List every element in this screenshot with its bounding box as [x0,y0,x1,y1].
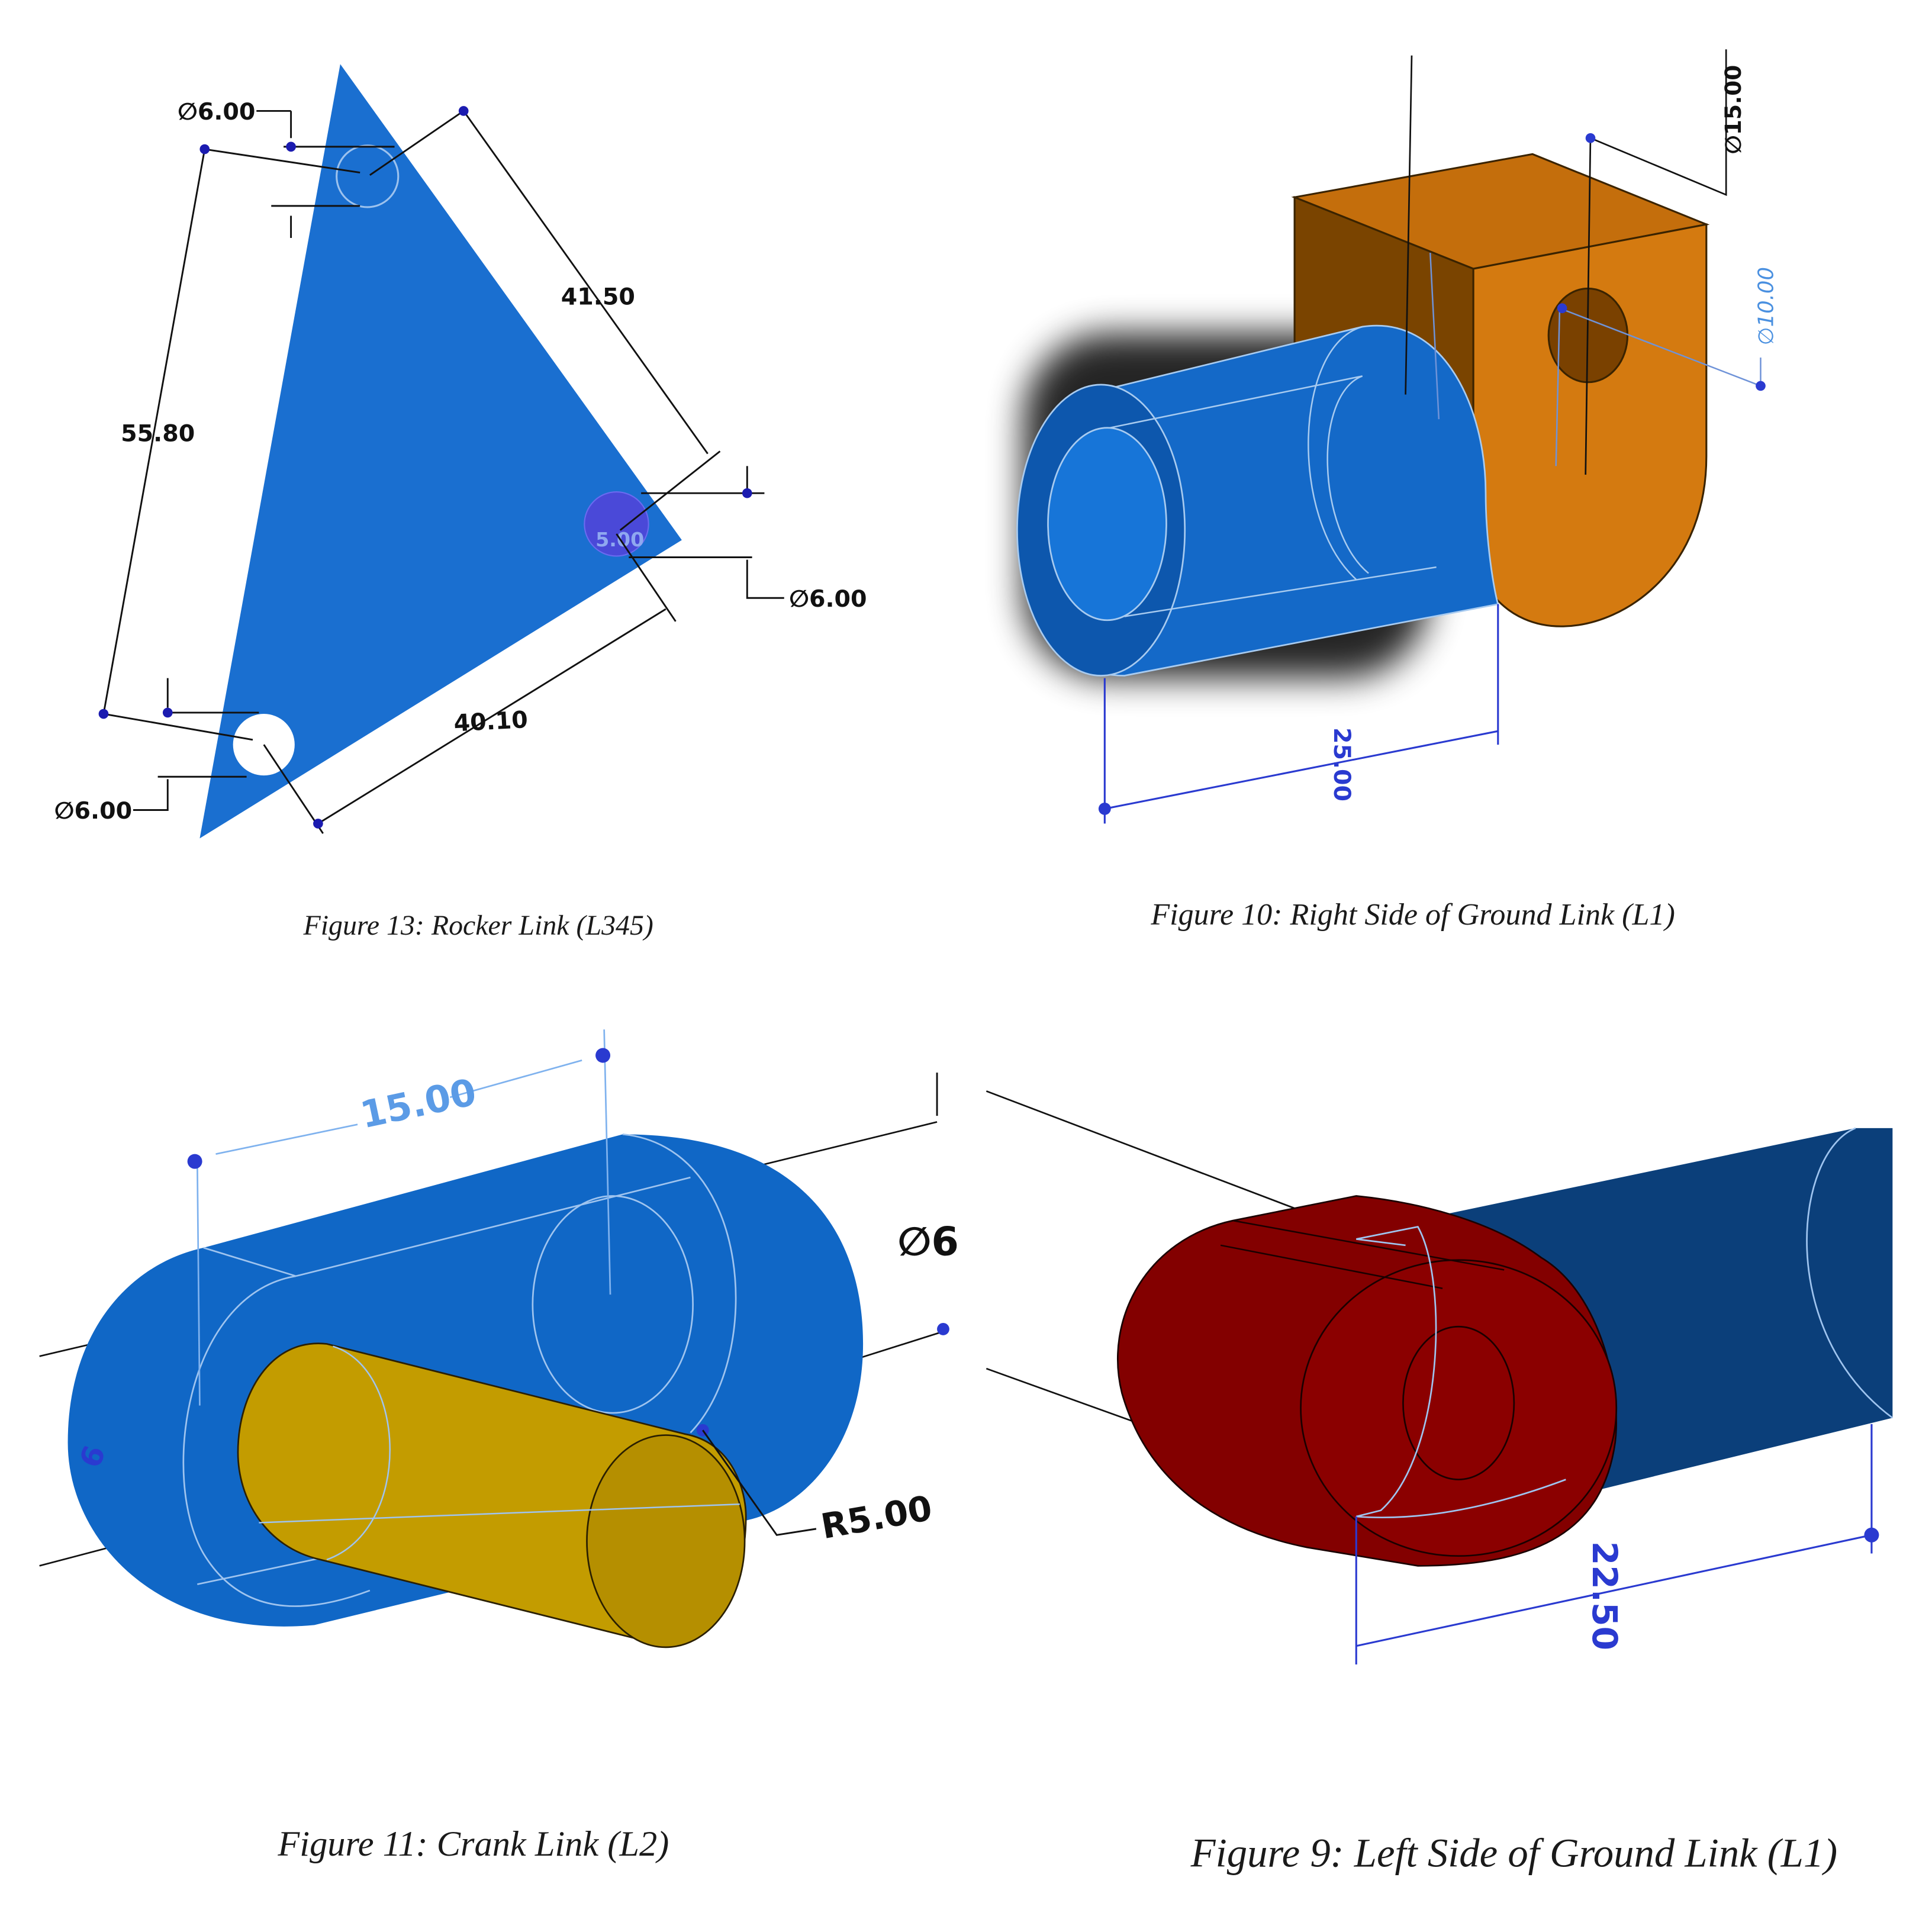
ground-left-cylinder-edge [1806,1127,1894,1419]
rocker-dim-side-right: 41.50 [561,283,635,310]
rocker-dim-dot [98,709,109,719]
rocker-dim-hole-top: ∅6.00 [178,98,256,125]
ground-left-block-face [1300,1259,1618,1557]
rocker-hole-right [584,491,649,557]
ground-right-dim-length: 25.00 [1328,727,1355,801]
ground-left-dim-length: 22.50 [1585,1541,1625,1650]
ground-right-dim-dot [1756,381,1766,391]
figure-13-caption: Figure 13: Rocker Link (L345) [302,910,653,941]
ground-right-dim-diameter-hole: ∅10.00 [1754,267,1778,345]
rocker-hole-top [336,144,400,208]
ground-right-dim-diameter-top: ∅15.00 [1720,65,1746,154]
crank-dim-radius: R5.00 [818,1488,935,1547]
crank-dim-center-distance: 15.00 [356,1070,479,1136]
rocker-hole-bottom [233,714,295,776]
rocker-dim-hole-bottom: ∅6.00 [54,797,133,825]
ground-right-dim-dot [1557,303,1567,314]
rocker-dim-dot [313,819,323,829]
rocker-dim-hole-right: ∅6.00 [789,585,867,613]
rocker-dim-side-bottom: 40.10 [453,706,528,737]
ground-right-dim-dot [1098,803,1111,815]
rocker-link-body [199,64,682,839]
rocker-dim-dot [199,144,210,154]
figure-10-caption: Figure 10: Right Side of Ground Link (L1… [1150,898,1675,932]
ground-left-block-hole [1402,1325,1515,1480]
ground-right-block-front [1472,223,1708,627]
crank-dim-diameter: ∅6 [897,1218,958,1264]
crank-link-figure: 15.00 ∅6 R5.00 6 Figure 11: Crank Link (… [39,1029,959,1864]
crank-dim-dot [595,1048,611,1063]
rocker-dim-side-left: 55.80 [121,420,195,447]
figure-9-caption: Figure 9: Left Side of Ground Link (L1) [1190,1831,1837,1876]
rocker-dim-dot [458,106,469,116]
ground-left-dim-dot [1864,1527,1879,1543]
rocker-dim-dot [742,488,752,498]
ground-link-right-figure: ∅15.00 ∅10.00 25.00 Figure 10: Right Sid… [1016,49,1778,932]
crank-dim-dot [187,1154,202,1169]
crank-dim-dot [937,1323,949,1335]
crank-radius-leader [702,1429,817,1536]
rocker-link-figure: 5.00 [54,64,867,941]
ground-link-left-figure: 22.50 Figure 9: Left Side of Ground Link… [986,1090,1894,1876]
crank-pin-end [586,1434,746,1648]
ground-right-cylinder-bore [1047,427,1167,622]
rocker-dim-dot [286,141,296,152]
figure-11-caption: Figure 11: Crank Link (L2) [277,1824,669,1864]
ground-right-dim-dot [1585,133,1596,143]
rocker-dim-dot [162,707,173,718]
